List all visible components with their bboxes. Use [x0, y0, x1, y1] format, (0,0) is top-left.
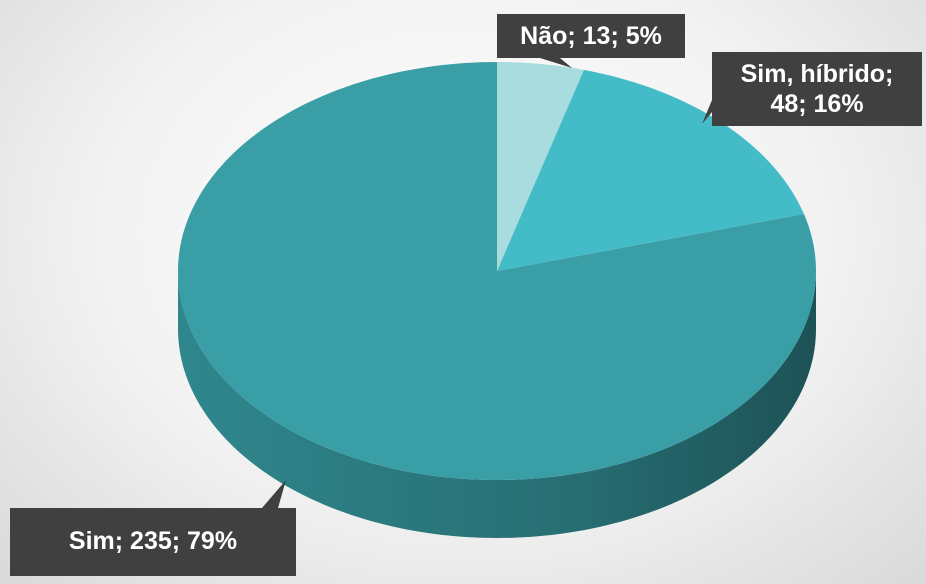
pie-slice [497, 62, 584, 271]
pie-side [178, 271, 816, 538]
leader-line [540, 58, 572, 68]
data-label: Sim, híbrido; 48; 16% [712, 52, 922, 126]
data-label: Sim; 235; 79% [10, 508, 296, 576]
pie-slice [497, 69, 804, 271]
data-label: Não; 13; 5% [497, 14, 685, 58]
pie-slice [178, 62, 816, 480]
leader-line [702, 100, 712, 124]
leader-line [262, 480, 286, 508]
